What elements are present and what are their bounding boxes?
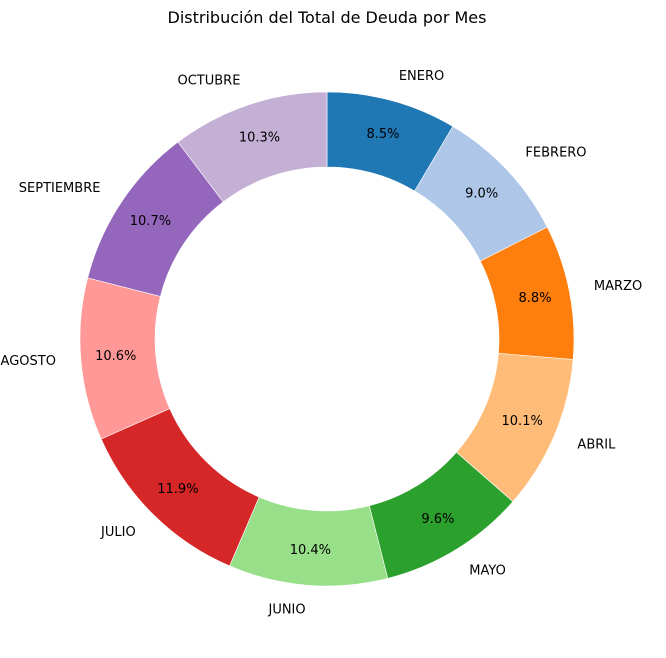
pct-label-marzo: 8.8%	[519, 291, 552, 306]
category-label-junio: JUNIO	[267, 603, 305, 618]
pct-label-septiembre: 10.7%	[130, 214, 171, 229]
pct-label-febrero: 9.0%	[465, 187, 498, 202]
pct-label-enero: 8.5%	[366, 127, 399, 142]
category-label-febrero: FEBRERO	[525, 145, 586, 160]
category-label-marzo: MARZO	[594, 279, 642, 294]
category-label-octubre: OCTUBRE	[177, 74, 240, 89]
pct-label-julio: 11.9%	[157, 482, 198, 497]
category-label-julio: JULIO	[100, 525, 136, 540]
category-label-mayo: MAYO	[469, 563, 506, 578]
category-labels-group: ENERO FEBRERO MARZO ABRIL MAYO JUNIO JULIO AGOS…	[1, 69, 643, 618]
pct-label-octubre: 10.3%	[239, 131, 280, 146]
percent-labels-group: 8.5% 9.0% 8.8% 10.1% 9.6% 10.4% 11.9% 10.6% 10.7…	[95, 127, 551, 558]
pct-label-mayo: 9.6%	[421, 512, 454, 527]
chart-title: Distribución del Total de Deuda por Mes	[168, 8, 487, 27]
category-label-enero: ENERO	[399, 69, 444, 84]
category-label-abril: ABRIL	[577, 438, 616, 453]
pct-label-junio: 10.4%	[290, 543, 331, 558]
slice-octubre	[177, 91, 328, 203]
pct-label-abril: 10.1%	[502, 414, 543, 429]
pct-label-agosto: 10.6%	[95, 349, 136, 364]
category-label-agosto: AGOSTO	[1, 354, 56, 369]
category-label-septiembre: SEPTIEMBRE	[19, 181, 101, 196]
slices-group	[79, 91, 575, 587]
